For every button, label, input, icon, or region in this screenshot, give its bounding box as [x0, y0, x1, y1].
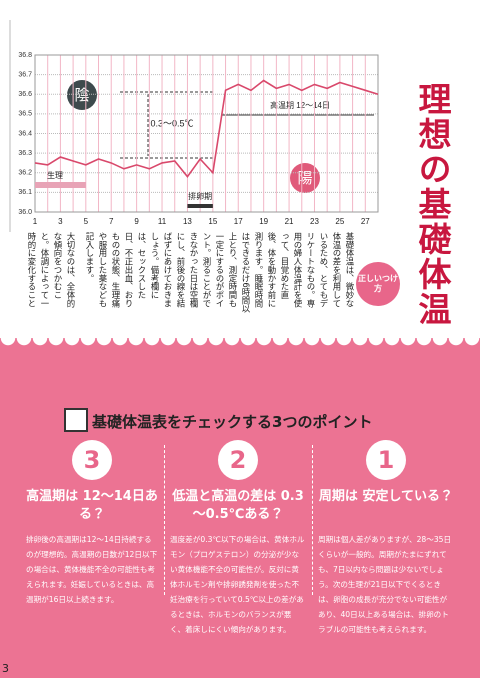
x-tick-label: 5	[84, 217, 89, 226]
x-tick-label: 27	[361, 217, 370, 226]
point-text: 温度差が0.3℃以下の場合は、黄体ホルモン（プロゲステロン）の分泌が少ない黄体機…	[170, 535, 305, 634]
y-tick-label: 36.5	[18, 111, 32, 118]
high-phase-label: 高温期 12～14日	[270, 100, 330, 110]
paragraph: 基礎体温は、微妙な体温の差を利用しているため、とてもデリケートなもの。専用の婦人…	[85, 232, 355, 313]
check-icon	[64, 408, 88, 432]
point-text: 周期は個人差がありますが、28～35日くらいが一般的。周期がたまにずれても、7日…	[318, 535, 452, 634]
separator	[312, 445, 313, 595]
point: 3 高温期は 12～14日ある？ 排卵後の高温期は12～14日持続するのが理想的…	[26, 440, 158, 607]
x-tick-label: 7	[109, 217, 114, 226]
x-tick-label: 9	[134, 217, 139, 226]
ovulation-label: 排卵期	[188, 191, 212, 201]
yang-label: 陽	[297, 170, 312, 187]
point-title: 高温期は 12～14日ある？	[26, 489, 158, 522]
title: 理想の基礎体温	[413, 82, 452, 327]
point-title: 低温と高温の差は 0.3～0.5℃ある？	[172, 489, 304, 522]
y-tick-label: 36.4	[18, 130, 32, 137]
y-tick-label: 36.2	[18, 170, 32, 177]
point-number: 2	[218, 440, 258, 480]
menstruation-bar	[35, 182, 86, 188]
y-tick-label: 36.1	[18, 189, 32, 196]
x-tick-label: 15	[208, 217, 217, 226]
x-tick-label: 23	[310, 217, 319, 226]
y-tick-label: 36.6	[18, 91, 32, 98]
point: 2 低温と高温の差は 0.3～0.5℃ある？ 温度差が0.3℃以下の場合は、黄体…	[170, 440, 306, 637]
ovulation-bar	[187, 204, 213, 208]
x-tick-label: 11	[158, 217, 167, 226]
y-tick-label: 36.7	[18, 71, 32, 78]
x-tick-label: 21	[285, 217, 294, 226]
y-tick-label: 36.8	[18, 52, 32, 59]
x-tick-label: 17	[234, 217, 243, 226]
point-title: 周期は 安定している？	[318, 489, 454, 504]
yang-circle	[290, 163, 320, 193]
y-tick-label: 36.3	[18, 150, 32, 157]
y-tick-label: 36.0	[18, 209, 32, 216]
yin-label: 陰	[74, 87, 89, 104]
x-tick-label: 19	[259, 217, 268, 226]
paragraph: 大切なのは、全体的な傾向をつかむこと。体調によって一時的に変化することもあるので…	[27, 232, 76, 308]
badge: 正しいつけ方	[356, 262, 400, 306]
page-number: 3	[2, 662, 9, 675]
difference-label: 0.3～0.5℃	[150, 118, 193, 128]
temperature-line	[34, 79, 379, 178]
x-tick-label: 3	[58, 217, 63, 226]
yin-circle	[67, 80, 97, 110]
separator	[164, 445, 165, 595]
points-section	[0, 338, 480, 678]
body-text: 基礎体温は、微妙な体温の差を利用しているため、とてもデリケートなもの。専用の婦人…	[26, 232, 356, 314]
x-tick-label: 1	[33, 217, 38, 226]
x-tick-label: 13	[183, 217, 192, 226]
point-number: 1	[366, 440, 406, 480]
point-number: 3	[72, 440, 112, 480]
point: 1 周期は 安定している？ 周期は個人差がありますが、28～35日くらいが一般的…	[318, 440, 454, 637]
plot-frame	[34, 54, 379, 213]
x-tick-label: 25	[335, 217, 344, 226]
point-text: 排卵後の高温期は12～14日持続するのが理想的。高温期の日数が12日以下の場合は…	[26, 535, 158, 604]
chart: 陰 陽 0.3～0.5℃ 高温期 12～14日 36.0 36.1 36.2 36.3…	[9, 20, 379, 232]
points-heading: 基礎体温表をチェックする3つのポイント	[92, 413, 373, 431]
menstruation-label: 生理	[47, 170, 63, 180]
